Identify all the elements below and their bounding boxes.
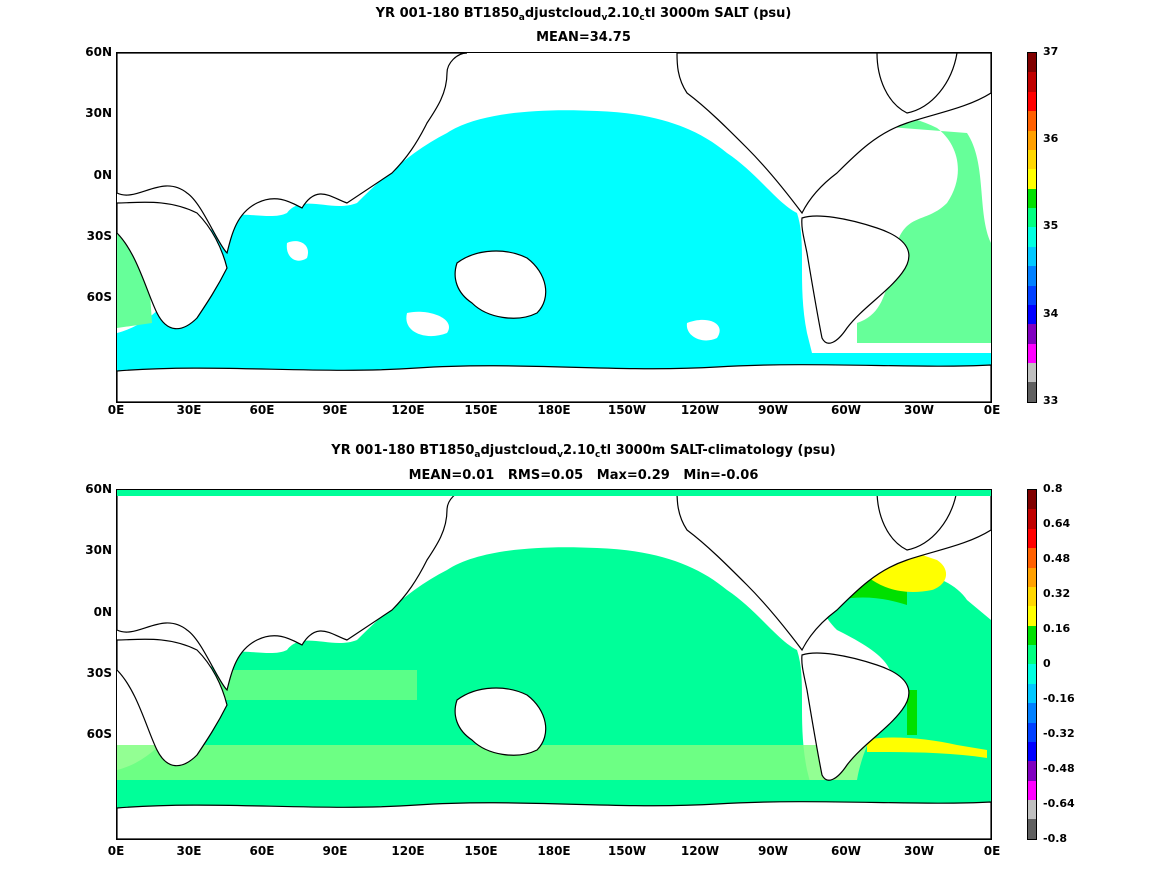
- top-ylabel-60n: 60N: [85, 45, 112, 59]
- bottom-cbar-label: -0.32: [1043, 727, 1075, 740]
- top-colorbar: [1027, 52, 1037, 403]
- colorbar-swatch: [1028, 800, 1036, 820]
- colorbar-swatch: [1028, 683, 1036, 704]
- colorbar-swatch: [1028, 266, 1036, 286]
- colorbar-swatch: [1028, 343, 1036, 363]
- colorbar-swatch: [1028, 363, 1036, 383]
- bottom-title: YR 001-180 BT1850adjustcloudv2.10ctl 300…: [331, 443, 836, 460]
- top-xlabel: 60E: [249, 403, 275, 417]
- top-ylabel-60s: 60S: [86, 290, 112, 304]
- top-xlabel: 150W: [607, 403, 647, 417]
- bottom-xlabel: 60E: [249, 844, 275, 858]
- colorbar-swatch: [1028, 111, 1036, 131]
- bottom-cbar-label: 0.16: [1043, 622, 1071, 635]
- colorbar-swatch: [1028, 285, 1036, 305]
- top-ylabel-0n: 0N: [93, 168, 112, 182]
- colorbar-swatch: [1028, 169, 1036, 189]
- bottom-map: [116, 489, 992, 840]
- bottom-xlabel: 0E: [107, 844, 125, 858]
- bottom-cbar-label: -0.48: [1043, 762, 1075, 775]
- top-xlabel: 0E: [983, 403, 1001, 417]
- top-ylabel-30s: 30S: [86, 229, 112, 243]
- top-xlabel: 60W: [831, 403, 861, 417]
- top-xlabel: 0E: [107, 403, 125, 417]
- colorbar-swatch: [1028, 548, 1036, 568]
- top-map: [116, 52, 992, 403]
- colorbar-swatch: [1028, 741, 1036, 762]
- top-xlabel: 150E: [464, 403, 498, 417]
- colorbar-swatch: [1028, 188, 1036, 208]
- top-cbar-label: 33: [1043, 394, 1059, 407]
- bottom-xlabel: 120W: [680, 844, 720, 858]
- colorbar-swatch: [1028, 490, 1036, 510]
- colorbar-swatch: [1028, 761, 1036, 781]
- bottom-xlabel: 30W: [904, 844, 934, 858]
- bottom-xlabel: 180E: [537, 844, 571, 858]
- colorbar-swatch: [1028, 304, 1036, 325]
- top-title: YR 001-180 BT1850adjustcloudv2.10ctl 300…: [375, 6, 792, 23]
- bottom-ylabel-60n: 60N: [85, 482, 112, 496]
- top-xlabel: 120W: [680, 403, 720, 417]
- colorbar-swatch: [1028, 586, 1036, 607]
- bottom-stats: MEAN=0.01 RMS=0.05 Max=0.29 Min=-0.06: [408, 468, 759, 483]
- bottom-cbar-label: 0.48: [1043, 552, 1071, 565]
- top-cbar-label: 37: [1043, 45, 1059, 58]
- colorbar-swatch: [1028, 72, 1036, 92]
- bottom-colorbar: [1027, 489, 1037, 840]
- bottom-xlabel: 150E: [464, 844, 498, 858]
- bottom-xlabel: 90W: [758, 844, 788, 858]
- colorbar-swatch: [1028, 91, 1036, 112]
- colorbar-swatch: [1028, 227, 1036, 247]
- colorbar-swatch: [1028, 703, 1036, 723]
- top-xlabel: 30E: [176, 403, 202, 417]
- bottom-xlabel: 120E: [391, 844, 425, 858]
- bottom-xlabel: 90E: [322, 844, 348, 858]
- bottom-ylabel-0n: 0N: [93, 605, 112, 619]
- bottom-cbar-label: 0.8: [1043, 482, 1063, 495]
- top-xlabel: 120E: [391, 403, 425, 417]
- colorbar-swatch: [1028, 509, 1036, 529]
- top-cbar-label: 36: [1043, 132, 1059, 145]
- colorbar-swatch: [1028, 324, 1036, 344]
- colorbar-swatch: [1028, 528, 1036, 549]
- colorbar-swatch: [1028, 606, 1036, 626]
- colorbar-swatch: [1028, 645, 1036, 665]
- top-stats: MEAN=34.75: [536, 30, 631, 45]
- colorbar-swatch: [1028, 53, 1036, 73]
- top-cbar-label: 35: [1043, 219, 1059, 232]
- colorbar-swatch: [1028, 780, 1036, 800]
- colorbar-swatch: [1028, 625, 1036, 645]
- bottom-xlabel: 0E: [983, 844, 1001, 858]
- bottom-cbar-label: 0.64: [1043, 517, 1071, 530]
- bottom-xlabel: 30E: [176, 844, 202, 858]
- top-xlabel: 30W: [904, 403, 934, 417]
- colorbar-swatch: [1028, 149, 1036, 170]
- colorbar-swatch: [1028, 819, 1036, 839]
- bottom-cbar-label: -0.16: [1043, 692, 1075, 705]
- colorbar-swatch: [1028, 208, 1036, 228]
- bottom-cbar-label: 0.32: [1043, 587, 1071, 600]
- colorbar-swatch: [1028, 567, 1036, 587]
- top-ylabel-30n: 30N: [85, 106, 112, 120]
- bottom-cbar-label: 0: [1043, 657, 1051, 670]
- top-cbar-label: 34: [1043, 307, 1059, 320]
- bottom-ylabel-60s: 60S: [86, 727, 112, 741]
- bottom-cbar-label: -0.8: [1043, 832, 1068, 845]
- colorbar-swatch: [1028, 246, 1036, 267]
- colorbar-swatch: [1028, 722, 1036, 742]
- bottom-ylabel-30s: 30S: [86, 666, 112, 680]
- bottom-cbar-label: -0.64: [1043, 797, 1075, 810]
- bottom-xlabel: 60W: [831, 844, 861, 858]
- colorbar-swatch: [1028, 664, 1036, 684]
- colorbar-swatch: [1028, 130, 1036, 150]
- top-xlabel: 90W: [758, 403, 788, 417]
- colorbar-swatch: [1028, 382, 1036, 402]
- bottom-ylabel-30n: 30N: [85, 543, 112, 557]
- top-xlabel: 180E: [537, 403, 571, 417]
- top-xlabel: 90E: [322, 403, 348, 417]
- bottom-xlabel: 150W: [607, 844, 647, 858]
